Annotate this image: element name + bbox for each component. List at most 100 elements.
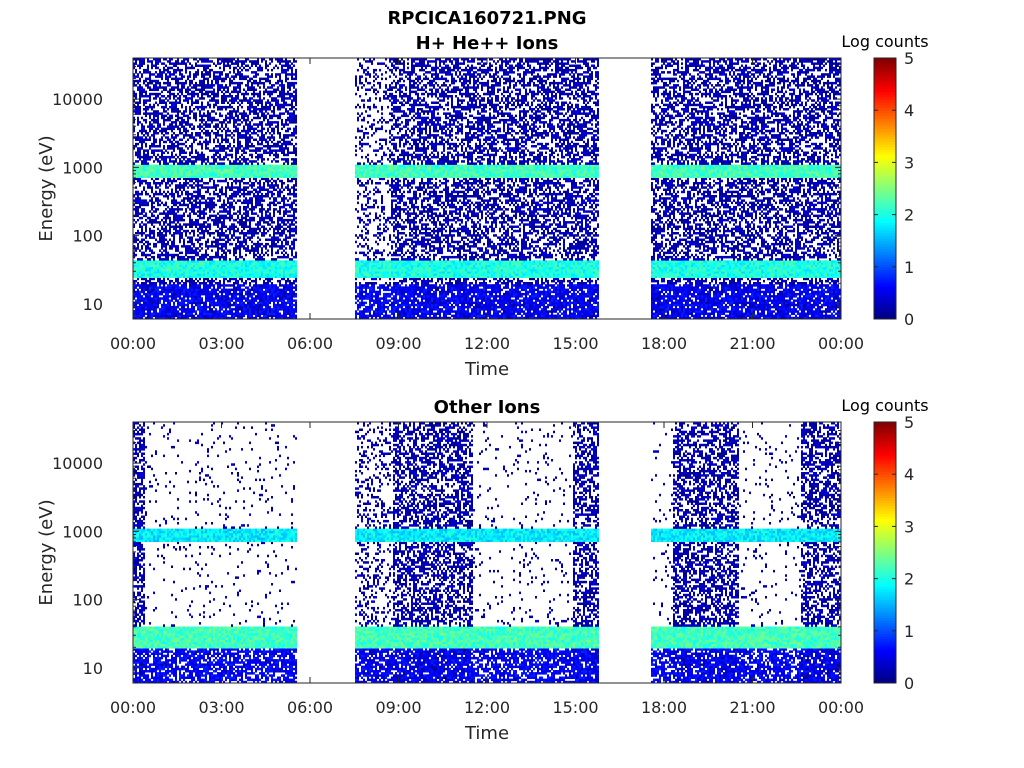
spectrogram-cell xyxy=(159,284,161,287)
spectrogram-cell xyxy=(243,75,245,78)
spectrogram-cell xyxy=(139,108,141,111)
spectrogram-cell xyxy=(195,138,197,141)
spectrogram-cell xyxy=(173,310,175,313)
spectrogram-cell xyxy=(209,225,211,228)
spectrogram-cell xyxy=(257,95,259,98)
spectrogram-cell xyxy=(233,171,235,174)
spectrogram-cell xyxy=(181,138,183,141)
spectrogram-cell xyxy=(257,251,259,255)
spectrogram-cell xyxy=(219,286,221,289)
spectrogram-cell xyxy=(163,147,165,150)
spectrogram-cell xyxy=(179,286,181,289)
spectrogram-cell xyxy=(141,192,143,196)
spectrogram-cell xyxy=(159,168,161,172)
spectrogram-cell xyxy=(231,162,233,165)
spectrogram-cell xyxy=(221,297,223,300)
spectrogram-cell xyxy=(209,105,211,109)
spectrogram-cell xyxy=(247,203,249,207)
spectrogram-cell xyxy=(231,277,233,281)
spectrogram-cell xyxy=(207,66,209,70)
spectrogram-cell xyxy=(151,273,153,276)
spectrogram-cell xyxy=(191,171,193,174)
spectrogram-cell xyxy=(207,81,209,85)
spectrogram-cell xyxy=(177,216,179,220)
spectrogram-cell xyxy=(189,125,191,128)
spectrogram-cell xyxy=(145,262,147,265)
spectrogram-cell xyxy=(183,297,185,300)
spectrogram-cell xyxy=(225,288,227,292)
spectrogram-cell xyxy=(139,84,141,87)
spectrogram-cell xyxy=(171,103,173,107)
spectrogram-cell xyxy=(181,68,183,72)
spectrogram-cell xyxy=(245,312,247,315)
spectrogram-cell xyxy=(219,58,221,61)
spectrogram-cell xyxy=(243,136,245,139)
spectrogram-cell xyxy=(169,253,171,257)
spectrogram-cell xyxy=(163,62,165,65)
spectrogram-cell xyxy=(221,121,223,124)
spectrogram-cell xyxy=(239,210,241,213)
spectrogram-cell xyxy=(253,216,255,220)
spectrogram-cell xyxy=(189,284,191,287)
spectrogram-cell xyxy=(151,262,153,265)
spectrogram-cell xyxy=(219,175,221,178)
spectrogram-cell xyxy=(143,275,145,278)
spectrogram-cell xyxy=(229,258,231,261)
spectrogram-cell xyxy=(163,273,165,276)
spectrogram-cell xyxy=(203,279,205,283)
spectrogram-cell xyxy=(253,290,255,294)
spectrogram-cell xyxy=(257,140,259,144)
spectrogram-cell xyxy=(191,266,193,270)
spectrogram-cell xyxy=(207,290,209,294)
spectrogram-cell xyxy=(195,116,197,120)
spectrogram-cell xyxy=(161,253,163,257)
spectrogram-cell xyxy=(141,147,143,150)
spectrogram-cell xyxy=(153,262,155,265)
spectrogram-cell xyxy=(157,255,159,259)
spectrogram-cell xyxy=(159,99,161,102)
spectrogram-cell xyxy=(245,160,247,163)
spectrogram-cell xyxy=(185,182,187,185)
spectrogram-cell xyxy=(227,58,229,61)
spectrogram-cell xyxy=(165,149,167,152)
spectrogram-cell xyxy=(185,277,187,281)
spectrogram-cell xyxy=(243,314,245,318)
spectrogram-cell xyxy=(199,203,201,207)
spectrogram-cell xyxy=(255,258,257,261)
spectrogram-cell xyxy=(235,177,237,181)
spectrogram-cell xyxy=(189,110,191,113)
spectrogram-cell xyxy=(255,160,257,163)
spectrogram-cell xyxy=(235,73,237,76)
spectrogram-cell xyxy=(243,166,245,170)
spectrogram-cell xyxy=(239,142,241,146)
spectrogram-cell xyxy=(137,138,139,141)
spectrogram-cell xyxy=(245,266,247,270)
spectrogram-cell xyxy=(219,121,221,124)
spectrogram-cell xyxy=(161,173,163,176)
spectrogram-cell xyxy=(227,275,229,278)
spectrogram-cell xyxy=(239,195,241,198)
spectrogram-cell xyxy=(157,203,159,207)
spectrogram-cell xyxy=(207,171,209,174)
spectrogram-cell xyxy=(175,140,177,144)
spectrogram-cell xyxy=(225,264,227,268)
spectrogram-cell xyxy=(233,208,235,211)
spectrogram-cell xyxy=(169,208,171,211)
spectrogram-cell xyxy=(183,299,185,302)
spectrogram-cell xyxy=(231,214,233,218)
spectrogram-cell xyxy=(229,273,231,276)
spectrogram-cell xyxy=(175,271,177,274)
spectrogram-cell xyxy=(241,175,243,178)
spectrogram-cell xyxy=(159,271,161,274)
spectrogram-cell xyxy=(241,245,243,248)
spectrogram-cell xyxy=(235,273,237,276)
spectrogram-cell xyxy=(163,134,165,137)
spectrogram-cell xyxy=(209,179,211,183)
spectrogram-cell xyxy=(159,138,161,141)
spectrogram-cell xyxy=(175,179,177,183)
spectrogram-cell xyxy=(185,264,187,268)
spectrogram-cell xyxy=(145,271,147,274)
spectrogram-cell xyxy=(251,229,253,233)
spectrogram-cell xyxy=(245,290,247,294)
spectrogram-cell xyxy=(213,71,215,74)
